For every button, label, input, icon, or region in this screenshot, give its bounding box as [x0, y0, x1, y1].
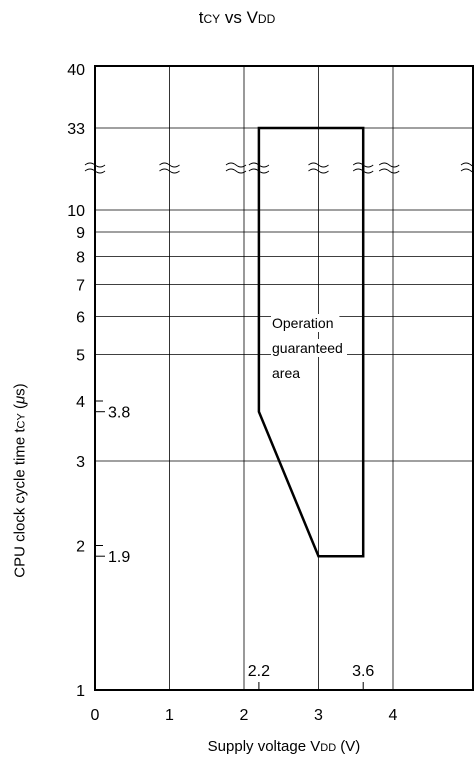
- y-marker-label: 1.9: [108, 549, 130, 566]
- x-tick-label: 3: [314, 707, 323, 724]
- x-marker-label: 3.6: [352, 663, 374, 680]
- axis-break-mark: [378, 168, 400, 174]
- y-tick-label: 33: [67, 121, 85, 138]
- y-tick-label: 1: [76, 683, 85, 700]
- region-label: area: [272, 365, 300, 381]
- axis-break-mark: [308, 168, 329, 174]
- axis-break-mark: [308, 162, 329, 168]
- y-tick-label: 9: [76, 225, 85, 242]
- region-label-bg: [271, 364, 302, 382]
- region-label-bg: [271, 314, 340, 332]
- axis-break-mark: [378, 162, 400, 168]
- y-tick-label: 7: [76, 277, 85, 294]
- operation-region: [257, 126, 365, 558]
- x-axis-label: Supply voltage VDD (V): [207, 738, 361, 755]
- x-tick-label: 4: [389, 707, 398, 724]
- axis-break-mark: [460, 162, 474, 168]
- axis-break-mark: [225, 162, 247, 168]
- y-marker-label: 3.8: [108, 405, 130, 422]
- y-tick-label: 40: [67, 62, 85, 79]
- region-label: guaranteed: [272, 340, 343, 356]
- x-tick-label: 1: [165, 707, 174, 724]
- plot-frame: [94, 65, 474, 691]
- axis-break-mark: [159, 168, 180, 174]
- x-tick-label: 0: [91, 707, 100, 724]
- y-tick-label: 2: [76, 539, 85, 556]
- y-tick-label: 4: [76, 394, 85, 411]
- y-axis-label: CPU clock cycle time tCY (μs): [11, 383, 29, 578]
- axis-break-mark: [225, 168, 247, 174]
- x-tick-label: 2: [240, 707, 249, 724]
- region-label: Operation: [272, 315, 333, 331]
- chart-title: tCY vs VDD: [198, 8, 276, 27]
- y-tick-label: 3: [76, 454, 85, 471]
- y-tick-label: 5: [76, 347, 85, 364]
- axis-break-mark: [460, 168, 474, 174]
- region-label-bg: [271, 339, 347, 357]
- x-marker-label: 2.2: [248, 663, 270, 680]
- y-tick-label: 10: [67, 203, 85, 220]
- y-tick-label: 8: [76, 250, 85, 267]
- y-tick-label: 6: [76, 309, 85, 326]
- axis-break-mark: [159, 162, 180, 168]
